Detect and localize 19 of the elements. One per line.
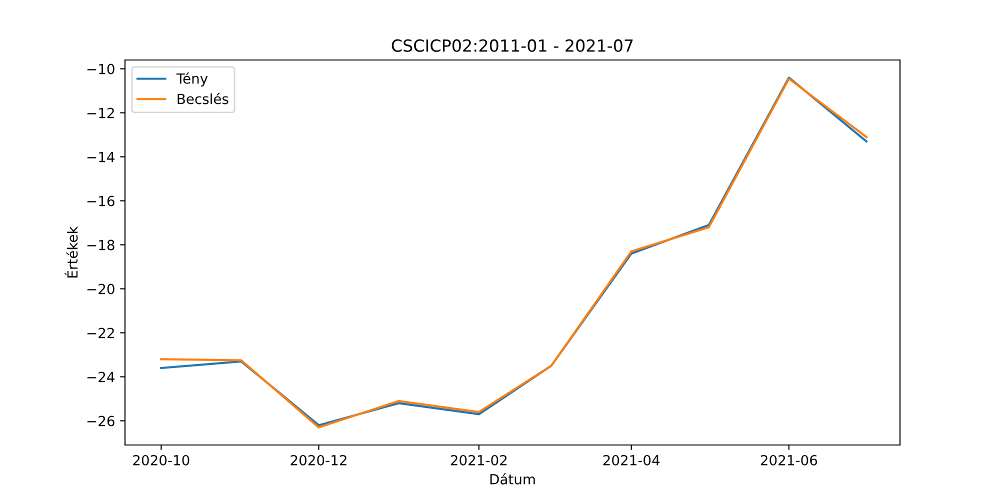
- x-tick-label: 2021-02: [450, 454, 507, 466]
- legend-label: Becslés: [178, 92, 228, 104]
- y-tick-label: −18: [87, 240, 114, 250]
- y-tick-label: −16: [87, 196, 114, 206]
- y-axis-title: Értékek: [64, 226, 78, 278]
- x-tick-label: 2020-10: [133, 454, 190, 466]
- y-tick-label: −20: [87, 284, 114, 294]
- y-tick-label: −24: [87, 372, 114, 382]
- x-tick-label: 2021-06: [760, 454, 818, 466]
- chart-title: CSCICP02:2011-01 - 2021-07: [392, 39, 633, 52]
- y-tick-label: −14: [87, 152, 114, 162]
- y-tick-label: −10: [87, 64, 114, 74]
- x-tick-label: 2021-04: [603, 454, 660, 466]
- y-tick-label: −22: [87, 328, 114, 338]
- legend-label: Tény: [176, 72, 208, 86]
- x-tick-label: 2020-12: [290, 454, 346, 466]
- x-axis-title: Dátum: [490, 473, 535, 484]
- y-tick-label: −26: [87, 416, 114, 426]
- y-tick-label: −12: [87, 108, 114, 118]
